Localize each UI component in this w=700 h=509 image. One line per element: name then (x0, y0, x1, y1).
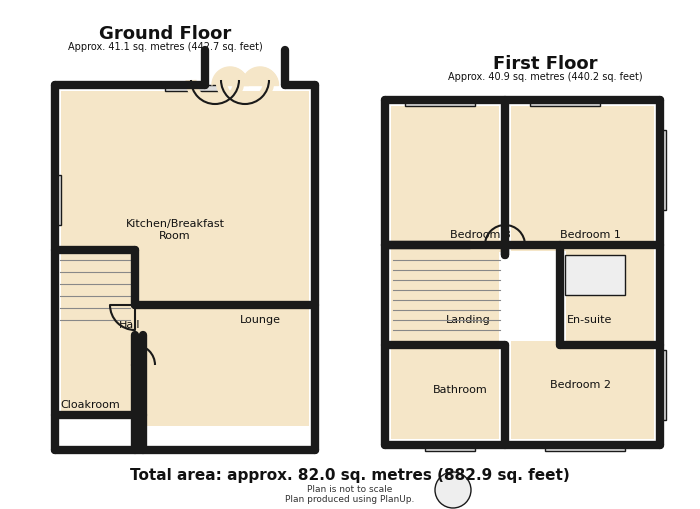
Bar (136, 266, 309, 426)
Bar (165, 85, 225, 91)
Bar (61, 91, 309, 266)
Bar (660, 130, 666, 210)
Text: Plan produced using PlanUp.: Plan produced using PlanUp. (286, 495, 414, 504)
Text: Ground Floor: Ground Floor (99, 25, 231, 43)
Text: Cloakroom: Cloakroom (60, 400, 120, 410)
Bar (565, 255, 625, 295)
Bar (391, 251, 499, 341)
Text: Kitchen/Breakfast
Room: Kitchen/Breakfast Room (125, 219, 225, 241)
Text: Approx. 40.9 sq. metres (440.2 sq. feet): Approx. 40.9 sq. metres (440.2 sq. feet) (448, 72, 643, 82)
Text: Bedroom 2: Bedroom 2 (550, 380, 610, 390)
Bar (55, 175, 61, 225)
Text: En-suite: En-suite (567, 315, 612, 325)
Bar (470, 240, 505, 252)
Text: Approx. 41.1 sq. metres (442.7 sq. feet): Approx. 41.1 sq. metres (442.7 sq. feet) (68, 42, 262, 52)
Text: Lounge: Lounge (239, 315, 281, 325)
Bar (61, 321, 141, 416)
Circle shape (435, 472, 471, 508)
Text: Hall: Hall (119, 320, 141, 330)
Text: Plan is not to scale: Plan is not to scale (307, 485, 393, 494)
Bar (61, 221, 136, 321)
Bar (405, 100, 475, 106)
Bar (511, 106, 654, 251)
Bar (391, 106, 499, 251)
Text: Bedroom 1: Bedroom 1 (559, 230, 620, 240)
Bar (660, 350, 666, 420)
Bar (545, 445, 625, 451)
Bar (511, 341, 654, 439)
Text: Total area: approx. 82.0 sq. metres (882.9 sq. feet): Total area: approx. 82.0 sq. metres (882… (130, 468, 570, 483)
Bar (530, 100, 600, 106)
Text: Bedroom 3: Bedroom 3 (449, 230, 510, 240)
Text: Landing: Landing (446, 315, 491, 325)
Text: First Floor: First Floor (493, 55, 597, 73)
Bar (425, 445, 475, 451)
Text: Bathroom: Bathroom (433, 385, 487, 395)
Bar (566, 251, 654, 341)
Bar (391, 341, 499, 439)
